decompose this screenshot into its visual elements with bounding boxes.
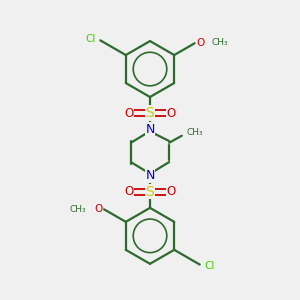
Text: O: O <box>94 204 103 214</box>
Text: CH₃: CH₃ <box>187 128 203 137</box>
Text: S: S <box>146 106 154 120</box>
Text: CH₃: CH₃ <box>212 38 228 47</box>
Text: Cl: Cl <box>85 34 96 44</box>
Text: CH₃: CH₃ <box>70 205 86 214</box>
Text: N: N <box>145 123 155 136</box>
Text: S: S <box>146 185 154 199</box>
Text: O: O <box>124 107 134 120</box>
Text: N: N <box>145 169 155 182</box>
Text: Cl: Cl <box>204 261 214 271</box>
Text: O: O <box>196 38 204 48</box>
Text: O: O <box>167 185 176 198</box>
Text: O: O <box>167 107 176 120</box>
Text: O: O <box>124 185 134 198</box>
